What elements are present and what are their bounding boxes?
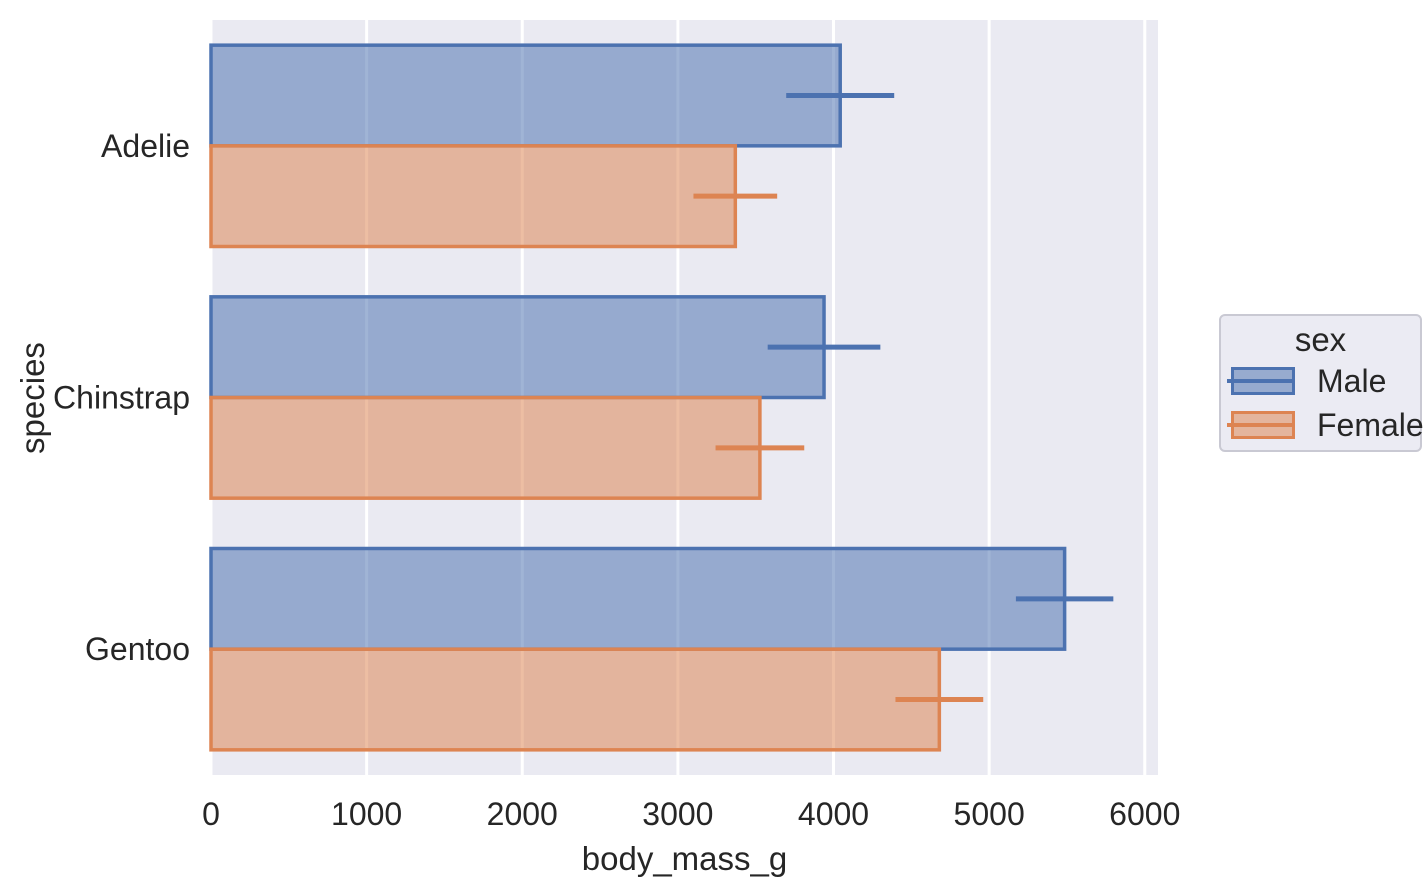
bar-chinstrap-female bbox=[209, 395, 762, 500]
x-tick-label-4000: 4000 bbox=[798, 796, 869, 832]
x-tick-label-1000: 1000 bbox=[331, 796, 402, 832]
x-tick-label-5000: 5000 bbox=[954, 796, 1025, 832]
y-tick-label-adelie: Adelie bbox=[101, 128, 190, 164]
legend-label-male: Male bbox=[1317, 363, 1387, 399]
legend-label-female: Female bbox=[1317, 407, 1424, 443]
legend-swatch-male-icon bbox=[1227, 367, 1295, 395]
bar-gentoo-male bbox=[209, 546, 1067, 651]
gridline-x-5000 bbox=[987, 20, 991, 775]
y-tick-label-gentoo: Gentoo bbox=[85, 631, 190, 667]
legend-item-male: Male bbox=[1227, 359, 1420, 403]
legend-swatch-female-icon bbox=[1227, 411, 1295, 439]
x-tick-label-0: 0 bbox=[202, 796, 220, 832]
x-tick-label-3000: 3000 bbox=[642, 796, 713, 832]
bar-gentoo-female bbox=[209, 647, 942, 752]
bar-adelie-male bbox=[209, 43, 842, 148]
legend-title: sex bbox=[1294, 321, 1347, 358]
x-axis-label: body_mass_g bbox=[581, 840, 788, 877]
legend-item-female: Female bbox=[1227, 403, 1424, 447]
y-tick-label-chinstrap: Chinstrap bbox=[53, 380, 190, 416]
bar-chinstrap-male bbox=[209, 295, 826, 400]
gridline-x-4000 bbox=[832, 20, 836, 775]
y-axis-label: species bbox=[14, 342, 51, 454]
gridline-x-6000 bbox=[1143, 20, 1147, 775]
x-tick-label-6000: 6000 bbox=[1109, 796, 1180, 832]
bar-adelie-female bbox=[209, 144, 738, 249]
legend: sex Male Female bbox=[1219, 314, 1424, 452]
x-tick-label-2000: 2000 bbox=[487, 796, 558, 832]
